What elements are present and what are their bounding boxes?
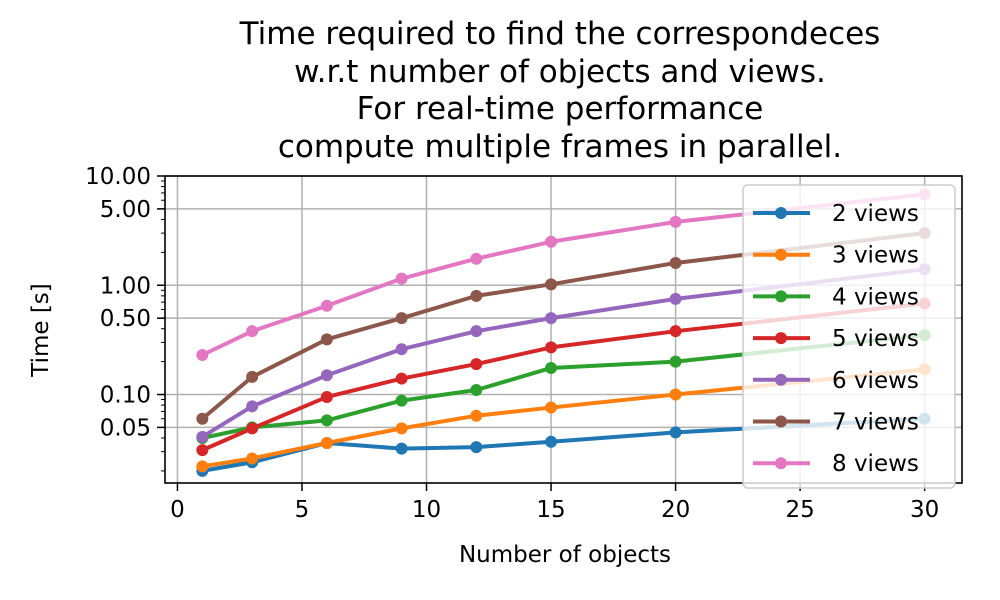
data-point-6-views <box>545 312 558 325</box>
legend-marker-8-views <box>775 457 787 470</box>
legend: 2 views 3 views 4 views 5 views 6 views 7 vie… <box>742 184 956 489</box>
x-tick-label: 0 <box>170 497 185 523</box>
axes-frame <box>164 175 963 484</box>
data-point-5-views <box>320 390 333 403</box>
legend-marker-7-views <box>775 415 787 428</box>
data-point-6-views <box>196 430 209 443</box>
x-tick-label: 20 <box>661 497 690 523</box>
data-point-5-views <box>470 358 483 371</box>
y-tick-label: 0.50 <box>100 306 151 332</box>
y-tick-label: 5.00 <box>100 197 151 223</box>
data-point-3-views <box>470 409 483 422</box>
data-point-8-views <box>196 349 209 362</box>
data-point-4-views <box>320 414 333 427</box>
data-point-7-views <box>470 289 483 302</box>
data-point-7-views <box>320 333 333 346</box>
data-point-7-views <box>395 312 408 325</box>
legend-label-2-views: 2 views <box>832 201 919 227</box>
legend-label-6-views: 6 views <box>832 368 919 394</box>
data-point-4-views <box>669 355 682 368</box>
data-point-6-views <box>395 343 408 356</box>
data-point-4-views <box>395 394 408 407</box>
data-point-8-views <box>669 215 682 228</box>
y-tick-label: 0.10 <box>100 383 151 409</box>
legend-marker-5-views <box>775 332 787 345</box>
series-line-7-views <box>200 231 927 421</box>
y-tick-label: 10.00 <box>85 164 151 190</box>
data-point-3-views <box>320 437 333 450</box>
legend-marker-6-views <box>775 373 787 386</box>
data-point-3-views <box>545 401 558 414</box>
legend-label-5-views: 5 views <box>832 326 919 352</box>
chart-title-line-3: For real-time performance <box>357 91 764 127</box>
data-point-3-views <box>196 460 209 473</box>
chart-title-line-4: compute multiple frames in parallel. <box>278 129 842 165</box>
data-point-7-views <box>545 278 558 291</box>
data-point-6-views <box>669 292 682 305</box>
x-tick-label: 10 <box>412 497 441 523</box>
data-point-3-views <box>669 388 682 401</box>
data-point-5-views <box>395 372 408 385</box>
data-point-5-views <box>246 422 259 435</box>
data-point-7-views <box>246 370 259 383</box>
legend-marker-2-views <box>775 207 787 219</box>
data-point-6-views <box>246 400 259 413</box>
data-point-6-views <box>470 325 483 338</box>
data-point-8-views <box>470 252 483 265</box>
data-point-8-views <box>395 272 408 285</box>
series-line-5-views <box>200 301 927 453</box>
legend-box <box>742 184 956 489</box>
series-line-6-views <box>200 267 927 439</box>
legend-label-7-views: 7 views <box>832 410 919 436</box>
data-point-2-views <box>470 441 483 454</box>
x-tick-label: 15 <box>536 497 565 523</box>
data-point-2-views <box>395 442 408 455</box>
series-line-4-views <box>200 333 927 441</box>
y-axis-label: Time [s] <box>28 283 54 378</box>
data-point-3-views <box>395 422 408 435</box>
data-point-6-views <box>320 369 333 382</box>
chart-title-line-1: Time required to find the correspondeces <box>239 16 881 52</box>
data-point-2-views <box>545 435 558 448</box>
legend-label-3-views: 3 views <box>832 243 919 269</box>
series-line-2-views <box>200 416 927 473</box>
data-point-5-views <box>669 325 682 338</box>
data-point-7-views <box>196 412 209 425</box>
x-axis: 0 5 10 15 20 25 30 <box>170 483 939 523</box>
data-point-4-views <box>545 361 558 374</box>
legend-label-8-views: 8 views <box>832 451 919 477</box>
data-point-5-views <box>196 444 209 457</box>
x-axis-label: Number of objects <box>459 542 671 568</box>
legend-marker-4-views <box>775 290 787 303</box>
plot-area <box>196 188 931 477</box>
series-line-8-views <box>200 192 927 358</box>
y-tick-label: 1.00 <box>100 273 151 299</box>
data-point-4-views <box>470 384 483 397</box>
legend-marker-3-views <box>775 248 787 261</box>
data-point-8-views <box>545 235 558 248</box>
data-point-8-views <box>320 299 333 312</box>
data-point-5-views <box>545 341 558 354</box>
data-point-3-views <box>246 452 259 465</box>
y-tick-label: 0.05 <box>100 415 151 441</box>
x-tick-label: 25 <box>785 497 814 523</box>
y-axis: 0.05 0.10 0.50 1.00 5.00 10.00 <box>85 164 165 472</box>
x-tick-label: 5 <box>295 497 310 523</box>
series-line-3-views <box>200 367 927 469</box>
data-point-7-views <box>669 256 682 269</box>
chart-title-line-2: w.r.t number of objects and views. <box>294 54 826 90</box>
data-point-2-views <box>669 426 682 439</box>
legend-label-4-views: 4 views <box>832 284 919 310</box>
data-point-8-views <box>246 325 259 338</box>
chart-title: Time required to find the correspondeces… <box>239 16 881 165</box>
x-tick-label: 30 <box>910 497 939 523</box>
